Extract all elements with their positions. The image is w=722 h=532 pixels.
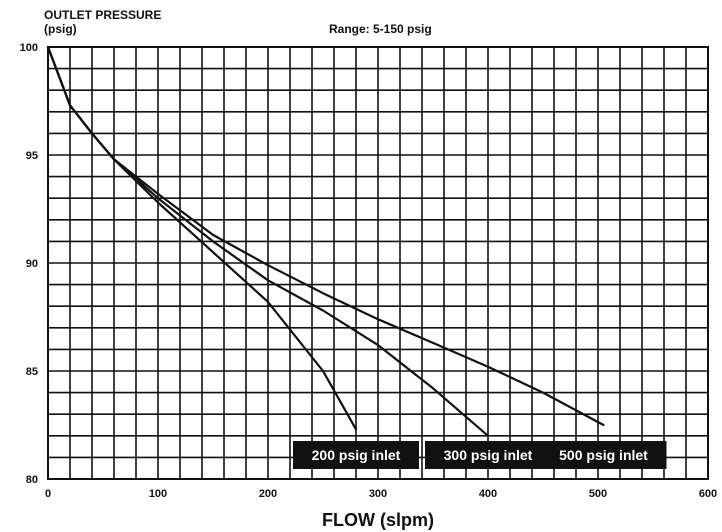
range-note: Range: 5-150 psig [329,22,432,36]
series-label-box [425,441,551,469]
series-labels: 200 psig inlet 300 psig inlet 500 psig inl… [293,441,667,469]
x-tick-label: 300 [369,488,387,500]
series-label: 300 psig inlet [425,441,551,469]
x-tick-label: 200 [259,488,277,500]
series-label-box [293,441,419,469]
y-axis-label: OUTLET PRESSURE [44,8,161,22]
x-axis-label: FLOW (slpm) [322,510,434,530]
grid [47,46,709,480]
series-line [46,45,605,427]
tick-labels: 80 85 90 95 100 0 100 200 300 400 500 600 [20,42,718,500]
series-label: 500 psig inlet [540,441,667,469]
series-label-box [540,441,667,469]
y-tick-label: 85 [26,366,38,378]
x-tick-label: 0 [45,488,51,500]
x-tick-label: 100 [149,488,167,500]
y-axis-unit-label: (psig) [44,22,77,36]
y-tick-label: 100 [20,42,38,54]
series-label: 200 psig inlet [293,441,419,469]
series-label-text: 300 psig inlet [444,447,533,463]
y-tick-label: 80 [26,474,38,486]
x-tick-label: 500 [589,488,607,500]
y-tick-label: 95 [26,150,38,162]
plot-frame [47,46,709,480]
series-label-text: 500 psig inlet [559,447,648,463]
series-lines [46,45,605,437]
series-label-text: 200 psig inlet [312,447,401,463]
y-tick-label: 90 [26,258,38,270]
x-tick-label: 600 [699,488,717,500]
x-tick-label: 400 [479,488,497,500]
